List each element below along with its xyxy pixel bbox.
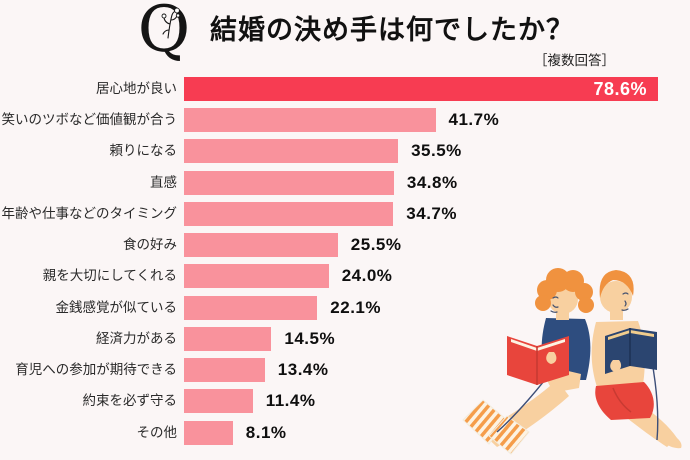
bar bbox=[184, 358, 265, 383]
chart-row: 年齢や仕事などのタイミング 34.7% bbox=[0, 201, 690, 226]
bar bbox=[184, 139, 399, 164]
value-label: 24.0% bbox=[341, 266, 393, 286]
value-label: 13.4% bbox=[277, 360, 329, 380]
value-label: 8.1% bbox=[245, 422, 287, 442]
value-label: 22.1% bbox=[330, 297, 381, 317]
category-label: 頼りになる bbox=[109, 143, 178, 159]
couple-reading-illustration bbox=[462, 268, 682, 455]
category-label: 笑いのツボなど価値観が合う bbox=[1, 112, 178, 128]
chart-row: 頼りになる 35.5% bbox=[0, 139, 690, 164]
bar bbox=[184, 170, 394, 195]
bar bbox=[184, 201, 394, 226]
chart-row: 育児への参加が期待できる 13.4% bbox=[0, 358, 690, 383]
bar bbox=[184, 108, 436, 133]
value-label: 34.8% bbox=[406, 172, 458, 192]
chart-row: 居心地が良い 78.6% bbox=[0, 77, 690, 101]
flower-icon bbox=[161, 7, 181, 39]
value-label: 35.5% bbox=[411, 141, 462, 161]
chart-row: 金銭感覚が似ている 22.1% bbox=[0, 295, 690, 320]
category-label: 金銭感覚が似ている bbox=[55, 299, 178, 315]
category-label: 約束を必ず守る bbox=[82, 393, 178, 409]
chart-row: 約束を必ず守る 11.4% bbox=[0, 389, 690, 414]
value-label: 78.6% bbox=[593, 79, 647, 99]
category-label: 食の好み bbox=[123, 237, 177, 253]
chart-row: 経済力がある 14.5% bbox=[0, 326, 690, 351]
category-label: 直感 bbox=[150, 174, 177, 190]
category-label: 育児への参加が期待できる bbox=[15, 362, 177, 378]
category-label: その他 bbox=[136, 424, 178, 440]
category-label: 親を大切にしてくれる bbox=[42, 268, 177, 284]
value-label: 34.7% bbox=[406, 203, 457, 223]
bar bbox=[184, 389, 253, 414]
multiple-answers-note: ［複数回答］ bbox=[534, 53, 615, 68]
chart-row: 笑いのツボなど価値観が合う 41.7% bbox=[0, 108, 690, 133]
chart-row: 直感 34.8% bbox=[0, 170, 690, 195]
bar bbox=[184, 233, 338, 258]
chart-row: その他 8.1% bbox=[0, 420, 690, 445]
page-title: 結婚の決め手は何でしたか？ bbox=[210, 15, 574, 45]
chart-row: 親を大切にしてくれる 24.0% bbox=[0, 264, 690, 289]
category-label: 居心地が良い bbox=[96, 81, 177, 96]
value-label: 11.4% bbox=[265, 391, 316, 411]
value-label: 41.7% bbox=[448, 110, 500, 130]
value-label: 25.5% bbox=[350, 235, 402, 255]
bar bbox=[184, 264, 329, 289]
bar bbox=[184, 295, 318, 320]
bar bbox=[184, 420, 233, 445]
bar bbox=[184, 326, 272, 351]
bar: 78.6% bbox=[184, 77, 658, 101]
value-label: 14.5% bbox=[284, 328, 336, 348]
q-logo: Q bbox=[126, 0, 202, 66]
chart-row: 食の好み 25.5% bbox=[0, 233, 690, 258]
category-label: 経済力がある bbox=[96, 330, 177, 346]
category-label: 年齢や仕事などのタイミング bbox=[1, 205, 178, 221]
